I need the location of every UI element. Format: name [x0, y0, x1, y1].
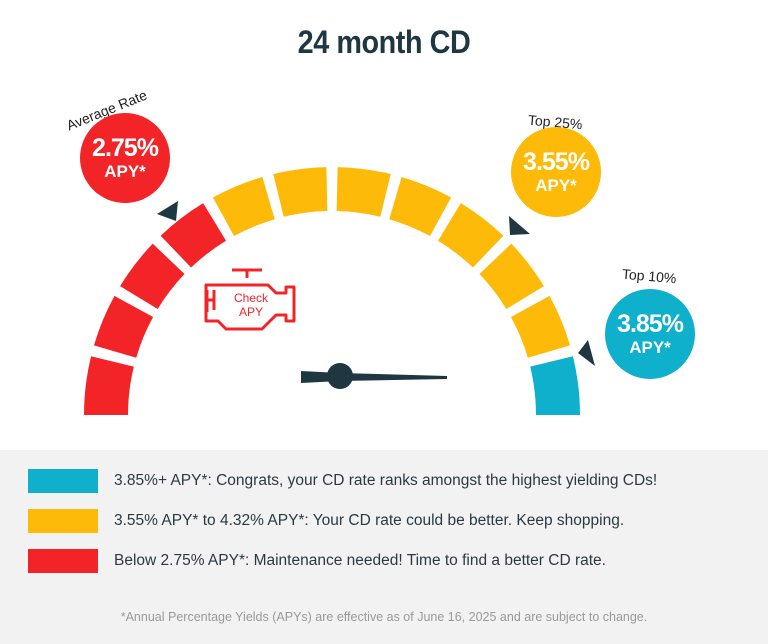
engine-text-check: Check: [234, 291, 269, 305]
gauge-segment-yellow: [212, 176, 275, 237]
marker-bubble-top25: 3.55% APY*: [511, 127, 601, 217]
gauge-segments: [84, 167, 580, 415]
marker-unit: APY*: [629, 338, 671, 357]
gauge-segment-yellow: [273, 167, 328, 217]
marker-bubble-average: 2.75% APY*: [80, 113, 170, 203]
engine-text-apy: APY: [239, 305, 263, 319]
legend-text: Below 2.75% APY*: Maintenance needed! Ti…: [114, 552, 606, 569]
marker-bubble-top10: 3.85% APY*: [605, 289, 695, 379]
legend-swatch: [28, 469, 98, 493]
gauge-segment-yellow: [336, 167, 391, 217]
marker-unit: APY*: [104, 162, 146, 181]
gauge-segment-red: [160, 203, 227, 268]
gauge-segment-red: [84, 356, 134, 415]
gauge-segment-teal: [530, 356, 580, 415]
gauge-segment-yellow: [389, 176, 452, 237]
gauge-segment-red: [93, 295, 154, 358]
legend: 3.85%+ APY*: Congrats, your CD rate rank…: [0, 450, 768, 644]
pointer-top10-icon: [578, 340, 595, 366]
gauge-segment-yellow: [479, 243, 544, 310]
pointer-top25-icon: [509, 216, 530, 235]
pointer-average-icon: [157, 201, 178, 221]
legend-swatch: [28, 549, 98, 573]
gauge-segment-yellow: [510, 295, 571, 358]
marker-rate: 3.85%: [617, 310, 684, 338]
legend-text: 3.55% APY* to 4.32% APY*: Your CD rate c…: [114, 512, 625, 529]
gauge-segment-red: [120, 243, 185, 310]
footnote: *Annual Percentage Yields (APYs) are eff…: [120, 610, 648, 624]
gauge: Check APY: [84, 167, 595, 415]
legend-item-middle: 3.55% APY* to 4.32% APY*: Your CD rate c…: [28, 509, 624, 533]
gauge-segment-yellow: [437, 203, 504, 268]
marker-rate: 2.75%: [92, 134, 159, 162]
legend-item-low: Below 2.75% APY*: Maintenance needed! Ti…: [28, 549, 606, 573]
check-engine-icon: [204, 268, 296, 331]
legend-item-top: 3.85%+ APY*: Congrats, your CD rate rank…: [28, 469, 657, 493]
legend-swatch: [28, 509, 98, 533]
legend-text: 3.85%+ APY*: Congrats, your CD rate rank…: [114, 472, 658, 489]
page-title: 24 month CD: [297, 24, 471, 60]
marker-rate: 3.55%: [523, 148, 590, 176]
marker-unit: APY*: [535, 176, 577, 195]
gauge-needle: [301, 363, 447, 389]
